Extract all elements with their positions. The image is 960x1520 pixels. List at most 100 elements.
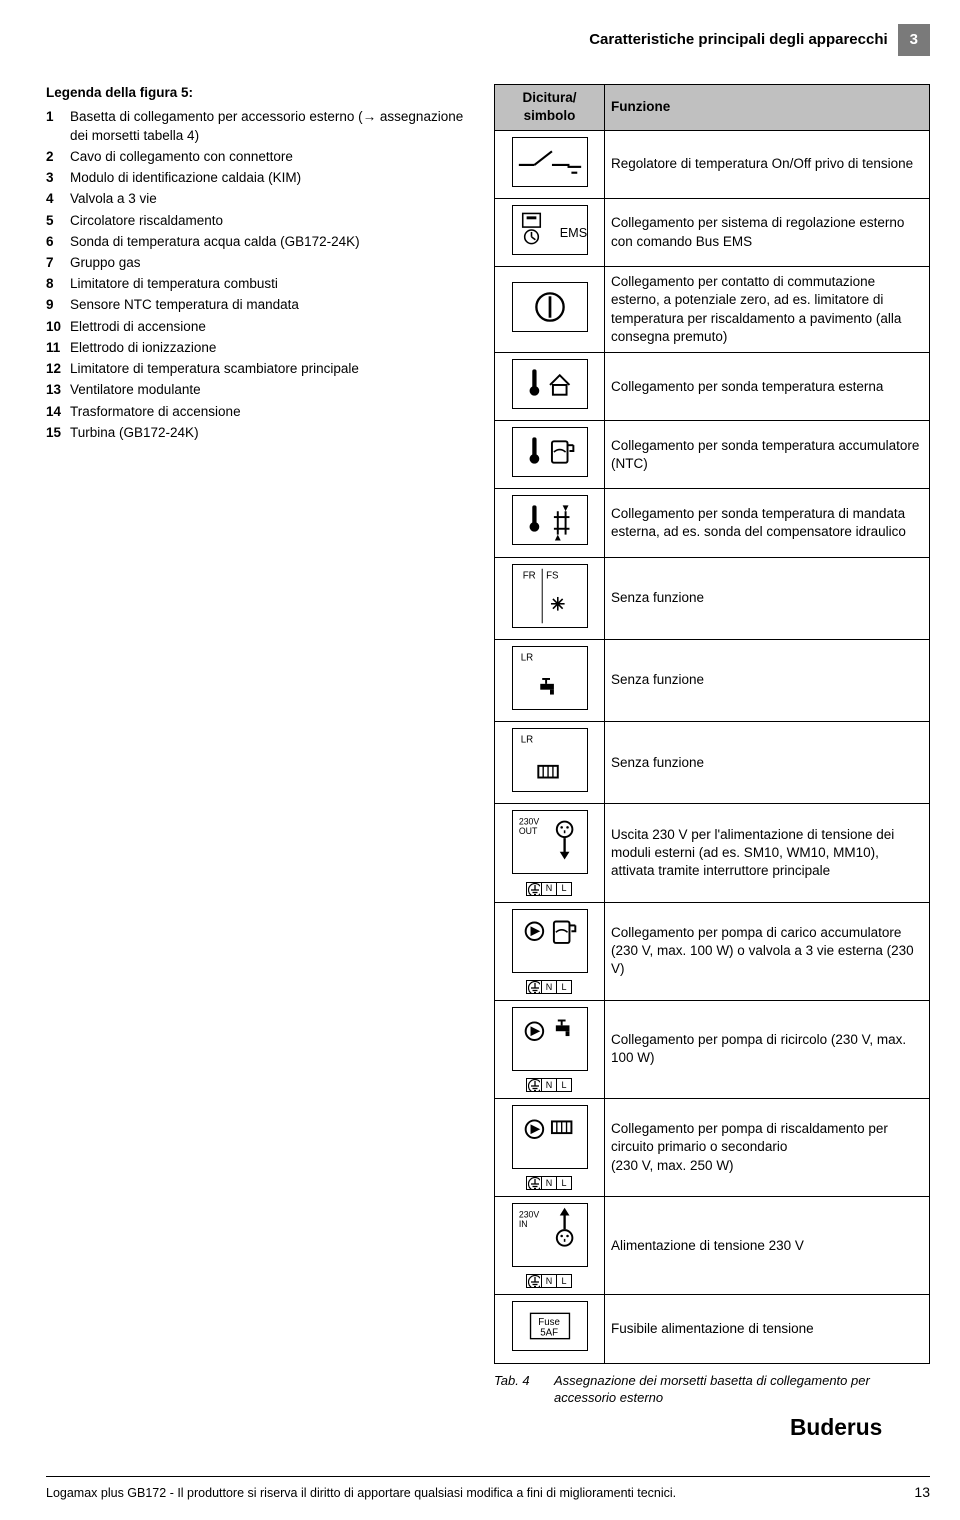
legend-item: 7Gruppo gas bbox=[46, 254, 466, 272]
svg-text:Fuse: Fuse bbox=[538, 1317, 560, 1328]
symbol-230out-icon: 230VOUT bbox=[512, 810, 588, 874]
legend-title: Legenda della figura 5: bbox=[46, 84, 466, 102]
legend-item: 14Trasformatore di accensione bbox=[46, 403, 466, 421]
svg-text:LR: LR bbox=[520, 735, 532, 746]
legend-item-text: Elettrodo di ionizzazione bbox=[70, 339, 466, 357]
legend-item-number: 13 bbox=[46, 381, 70, 399]
legend-item: 5Circolatore riscaldamento bbox=[46, 212, 466, 230]
legend-item-text: Trasformatore di accensione bbox=[70, 403, 466, 421]
legend-item-number: 6 bbox=[46, 233, 70, 251]
legend-item: 9Sensore NTC temperatura di mandata bbox=[46, 296, 466, 314]
table-row: 230VINNLAlimentazione di tensione 230 V bbox=[495, 1197, 930, 1295]
legend-item: 10Elettrodi di accensione bbox=[46, 318, 466, 336]
function-cell: Senza funzione bbox=[605, 722, 930, 804]
legend-column: Legenda della figura 5: 1Basetta di coll… bbox=[46, 84, 466, 445]
legend-item-text: Valvola a 3 vie bbox=[70, 190, 466, 208]
legend-item-text: Cavo di collegamento con connettore bbox=[70, 148, 466, 166]
function-cell: Senza funzione bbox=[605, 639, 930, 721]
symbol-cell bbox=[495, 421, 605, 489]
symbol-temp-tank-icon bbox=[512, 427, 588, 477]
function-cell: Collegamento per pompa di carico accumul… bbox=[605, 902, 930, 1000]
footer-page-number: 13 bbox=[914, 1483, 930, 1502]
symbol-cell bbox=[495, 267, 605, 353]
legend-item-text: Circolatore riscaldamento bbox=[70, 212, 466, 230]
legend-item: 15Turbina (GB172-24K) bbox=[46, 424, 466, 442]
legend-item: 3Modulo di identificazione caldaia (KIM) bbox=[46, 169, 466, 187]
legend-item-text: Gruppo gas bbox=[70, 254, 466, 272]
legend-item-text: Limitatore di temperatura combusti bbox=[70, 275, 466, 293]
legend-item-number: 10 bbox=[46, 318, 70, 336]
legend-item-number: 11 bbox=[46, 339, 70, 357]
svg-text:5AF: 5AF bbox=[540, 1328, 558, 1339]
symbol-cell: NL bbox=[495, 1098, 605, 1196]
terminal-labels: NL bbox=[501, 980, 598, 994]
legend-item-number: 3 bbox=[46, 169, 70, 187]
symbol-cell: LR bbox=[495, 639, 605, 721]
legend-item-number: 7 bbox=[46, 254, 70, 272]
symbol-ems-icon: EMS bbox=[512, 205, 588, 255]
table-head-function: Funzione bbox=[605, 85, 930, 130]
legend-item-number: 15 bbox=[46, 424, 70, 442]
legend-item-number: 9 bbox=[46, 296, 70, 314]
symbol-pump-rad-icon bbox=[512, 1105, 588, 1169]
page-footer: Logamax plus GB172 - Il produttore si ri… bbox=[46, 1476, 930, 1502]
legend-list: 1Basetta di collegamento per accessorio … bbox=[46, 108, 466, 442]
symbol-cell: NL bbox=[495, 1000, 605, 1098]
legend-item-number: 5 bbox=[46, 212, 70, 230]
legend-item-text: Limitatore di temperatura scambiatore pr… bbox=[70, 360, 466, 378]
legend-item-number: 2 bbox=[46, 148, 70, 166]
symbol-cell bbox=[495, 489, 605, 557]
footer-text: Logamax plus GB172 - Il produttore si ri… bbox=[46, 1485, 676, 1502]
legend-item-text: Sensore NTC temperatura di mandata bbox=[70, 296, 466, 314]
page-header: Caratteristiche principali degli apparec… bbox=[46, 24, 930, 56]
function-table: Dicitura/ simbolo Funzione Regolatore di… bbox=[494, 84, 930, 1363]
symbol-lr-tap-icon: LR bbox=[512, 646, 588, 710]
legend-item-text: Turbina (GB172-24K) bbox=[70, 424, 466, 442]
function-cell: Collegamento per pompa di ricircolo (230… bbox=[605, 1000, 930, 1098]
legend-item: 13Ventilatore modulante bbox=[46, 381, 466, 399]
legend-item: 11Elettrodo di ionizzazione bbox=[46, 339, 466, 357]
legend-item-text: Modulo di identificazione caldaia (KIM) bbox=[70, 169, 466, 187]
brand-logo: Buderus bbox=[46, 1415, 930, 1446]
legend-item-number: 14 bbox=[46, 403, 70, 421]
table-row: NL Collegamento per pompa di ricircolo (2… bbox=[495, 1000, 930, 1098]
table-row: NL Collegamento per pompa di carico accum… bbox=[495, 902, 930, 1000]
symbol-cell: NL bbox=[495, 902, 605, 1000]
function-cell: Senza funzione bbox=[605, 557, 930, 639]
legend-item: 12Limitatore di temperatura scambiatore … bbox=[46, 360, 466, 378]
function-cell: Regolatore di temperatura On/Off privo d… bbox=[605, 130, 930, 198]
symbol-fuse-icon: Fuse5AF bbox=[512, 1301, 588, 1351]
table-row: Collegamento per sonda temperatura ester… bbox=[495, 353, 930, 421]
legend-item: 8Limitatore di temperatura combusti bbox=[46, 275, 466, 293]
terminal-labels: NL bbox=[501, 1078, 598, 1092]
svg-text:IN: IN bbox=[518, 1219, 527, 1229]
legend-item-number: 4 bbox=[46, 190, 70, 208]
terminal-labels: NL bbox=[501, 882, 598, 896]
header-title: Caratteristiche principali degli apparec… bbox=[579, 24, 897, 56]
function-cell: Collegamento per sonda temperatura ester… bbox=[605, 353, 930, 421]
header-section-number: 3 bbox=[898, 24, 930, 56]
table-head-symbol: Dicitura/ simbolo bbox=[495, 85, 605, 130]
symbol-cell: 230VIN NL bbox=[495, 1197, 605, 1295]
symbol-cell: LR bbox=[495, 722, 605, 804]
terminal-labels: NL bbox=[501, 1274, 598, 1288]
symbol-temp-flow-icon bbox=[512, 495, 588, 545]
symbol-frfs-icon: FR FS bbox=[512, 564, 588, 628]
svg-text:FR: FR bbox=[522, 570, 535, 581]
terminal-labels: NL bbox=[501, 1176, 598, 1190]
symbol-temp-house-icon bbox=[512, 359, 588, 409]
legend-item: 1Basetta di collegamento per accessorio … bbox=[46, 108, 466, 144]
table-row: 230VOUTNLUscita 230 V per l'alimentazion… bbox=[495, 804, 930, 902]
svg-text:FS: FS bbox=[546, 570, 559, 581]
table-row: Collegamento per contatto di commutazion… bbox=[495, 267, 930, 353]
table-row: EMSCollegamento per sistema di regolazio… bbox=[495, 198, 930, 266]
symbol-lr-rad-icon: LR bbox=[512, 728, 588, 792]
svg-text:230V: 230V bbox=[518, 1210, 539, 1220]
legend-item-text: Sonda di temperatura acqua calda (GB172-… bbox=[70, 233, 466, 251]
legend-item-text: Ventilatore modulante bbox=[70, 381, 466, 399]
table-caption: Tab. 4 Assegnazione dei morsetti basetta… bbox=[494, 1372, 930, 1407]
table-row: LR Senza funzione bbox=[495, 722, 930, 804]
function-cell: Collegamento per contatto di commutazion… bbox=[605, 267, 930, 353]
table-row: Regolatore di temperatura On/Off privo d… bbox=[495, 130, 930, 198]
symbol-cell: Fuse5AF bbox=[495, 1295, 605, 1363]
